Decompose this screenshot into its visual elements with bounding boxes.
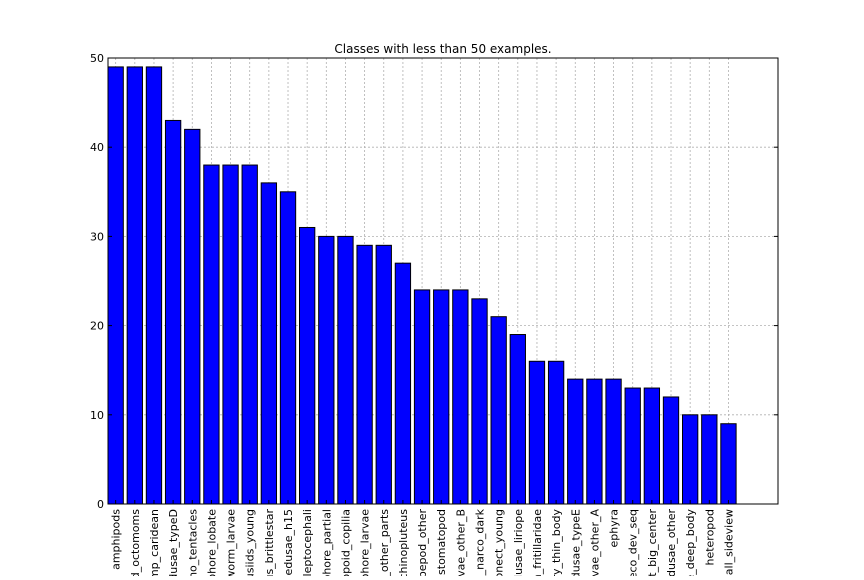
bar: [203, 164, 220, 505]
plot-frame: [107, 57, 779, 505]
y-axis: 0 10 20 30 40 50: [90, 52, 778, 511]
bar-layer: [107, 66, 737, 505]
bar: [433, 289, 450, 505]
x-axis: amphipods id_octomoms imp_caridean edusae_t…: [110, 500, 735, 580]
bar: [528, 360, 546, 505]
y-tick-label: 20: [90, 320, 104, 333]
x-tick-label: ephyra: [608, 509, 621, 548]
x-tick-label: amphipods: [110, 509, 123, 570]
bar: [375, 244, 392, 505]
y-tick-label: 50: [90, 52, 104, 65]
bar: [260, 182, 278, 505]
bar: [701, 414, 718, 505]
y-tick-label: 30: [90, 230, 104, 243]
bar: [107, 66, 124, 505]
bar: [356, 244, 373, 505]
x-tick-label: _leptocephali: [301, 509, 314, 576]
x-tick-label: echinopluteus: [397, 509, 410, 576]
bar: [164, 119, 182, 505]
x-tick-label: imp_caridean: [148, 509, 161, 576]
x-tick-label: lopoid_copilia: [339, 509, 352, 576]
x-tick-label: _no_tentacles: [186, 509, 199, 576]
x-tick-label: usiids_young: [244, 509, 257, 576]
bar: [682, 414, 699, 505]
bar: [547, 360, 565, 505]
bar: [624, 387, 641, 505]
x-tick-label: e_deep_body: [684, 509, 697, 576]
x-tick-label: ery_thin_body: [550, 509, 563, 576]
y-tick-label: 10: [90, 409, 104, 422]
y-tick-label: 0: [97, 498, 104, 511]
x-tick-label: _worm_larvae: [225, 509, 238, 576]
x-tick-label: phore_partial: [320, 509, 333, 576]
x-tick-label: edusae_typeD: [167, 509, 180, 576]
x-tick-label: st_big_center: [646, 509, 659, 576]
bar: [241, 164, 258, 505]
x-tick-label: heteropod: [703, 509, 716, 566]
x-tick-label: e_other_parts: [378, 509, 391, 576]
x-tick-label: us_brittlestar: [263, 509, 276, 576]
bar: [318, 235, 335, 505]
bar: [452, 289, 469, 505]
x-tick-label: n_fritillaridae: [531, 509, 544, 576]
bar: [413, 289, 431, 505]
x-tick-label: id_octomoms: [129, 509, 142, 576]
y-tick-label: 40: [90, 141, 104, 154]
x-tick-label: sonect_young: [493, 509, 506, 576]
x-tick-label: stomatopod: [435, 509, 448, 575]
x-tick-label: rvae_other_B: [454, 509, 467, 576]
bar: [567, 378, 584, 505]
chart-title: Classes with less than 50 examples.: [334, 42, 551, 56]
bar: [490, 316, 507, 505]
x-tick-label: edusae_liriope: [512, 509, 525, 576]
bar: [299, 226, 316, 505]
bar: [720, 423, 737, 505]
x-tick-label: e_narco_dark: [474, 508, 487, 576]
bar: [509, 334, 526, 505]
bar: [471, 298, 488, 505]
x-tick-label: mall_sideview: [722, 509, 735, 576]
bar: [605, 378, 622, 505]
bar: [126, 66, 143, 505]
x-tick-label: medusae_h15: [282, 509, 295, 576]
bar: [662, 396, 680, 505]
bar: [279, 191, 297, 505]
x-tick-label: rvae_other_A: [588, 509, 601, 576]
x-tick-label: neco_dev_seq: [627, 509, 640, 576]
bar: [222, 164, 239, 505]
x-tick-label: opepod_other: [416, 509, 429, 576]
x-tick-label: phore_larvae: [359, 509, 372, 576]
bar: [643, 387, 661, 505]
bar: [337, 235, 354, 505]
x-tick-label: phore_lobate: [205, 509, 218, 576]
x-tick-label: edusae_typeE: [569, 509, 582, 576]
x-tick-label: edusae_other: [665, 509, 678, 576]
bar: [145, 66, 163, 505]
bar: [184, 128, 201, 505]
bar: [394, 262, 412, 505]
bar: [586, 378, 603, 505]
